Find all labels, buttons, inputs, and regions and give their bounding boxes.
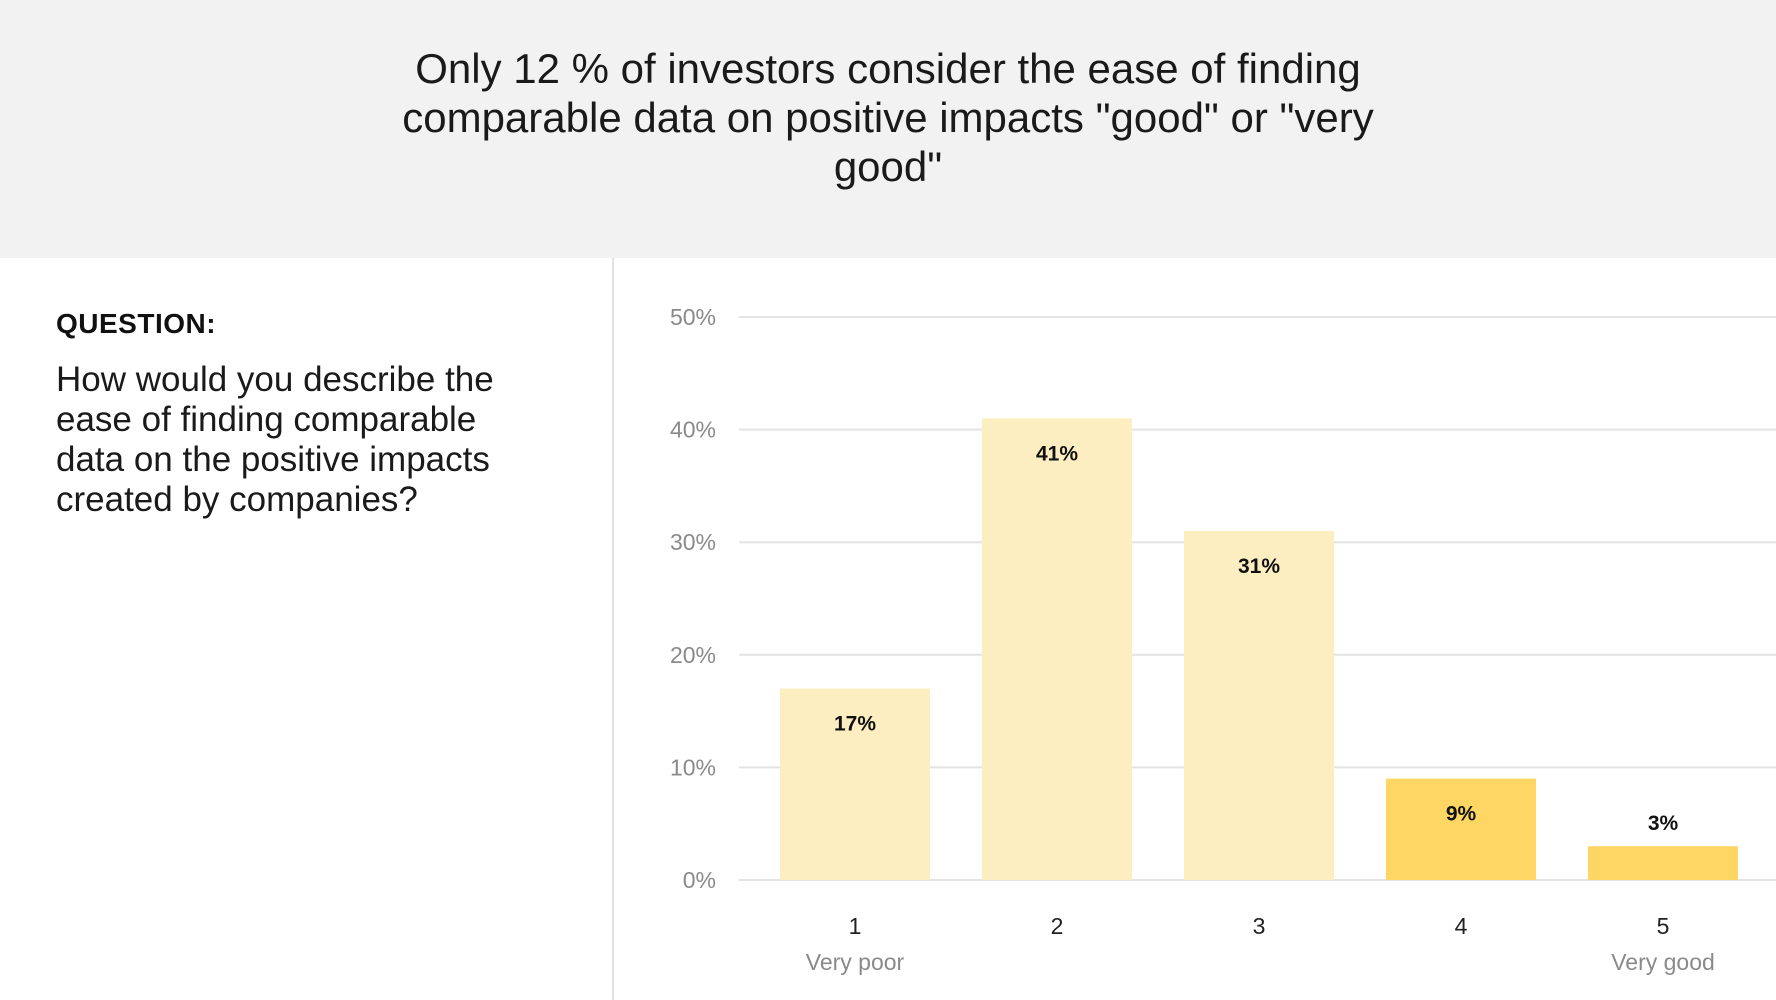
page-title: Only 12 % of investors consider the ease… <box>402 45 1374 190</box>
bar <box>780 688 930 880</box>
bar-chart-svg: 0% 10% 20% 30% 40% 50% 17% 1 Very poor 41% 2 31% 3 9%… <box>670 304 1776 975</box>
data-label: 41% <box>1036 442 1078 465</box>
question-label: QUESTION: <box>56 308 217 339</box>
x-tick-label: 4 <box>1455 913 1468 939</box>
bar-chart: 0% 10% 20% 30% 40% 50% 17% 1 Very poor 41% 2 31% 3 9%… <box>614 258 1776 1000</box>
x-tick-label: 2 <box>1051 913 1064 939</box>
question-text: How would you describe the ease of findi… <box>56 360 494 519</box>
data-label: 31% <box>1238 555 1280 578</box>
data-label: 3% <box>1648 812 1679 835</box>
data-label: 17% <box>834 713 876 736</box>
y-tick-label: 0% <box>683 867 716 893</box>
question-panel: QUESTION: How would you describe the eas… <box>0 258 612 1000</box>
x-sublabel: Very poor <box>806 949 905 975</box>
x-tick-label: 1 <box>849 913 862 939</box>
y-tick-label: 40% <box>670 417 716 443</box>
header-banner: Only 12 % of investors consider the ease… <box>0 0 1776 258</box>
bar <box>1386 778 1536 880</box>
y-tick-label: 20% <box>670 642 716 668</box>
panel-divider <box>612 258 614 1000</box>
x-sublabel: Very good <box>1611 949 1715 975</box>
x-tick-label: 5 <box>1657 913 1670 939</box>
y-tick-label: 10% <box>670 754 716 780</box>
bar <box>982 418 1132 880</box>
bar <box>1184 530 1334 880</box>
y-tick-label: 50% <box>670 304 716 330</box>
bar <box>1588 846 1738 880</box>
data-label: 9% <box>1446 803 1477 826</box>
x-tick-label: 3 <box>1253 913 1266 939</box>
y-tick-label: 30% <box>670 529 716 555</box>
